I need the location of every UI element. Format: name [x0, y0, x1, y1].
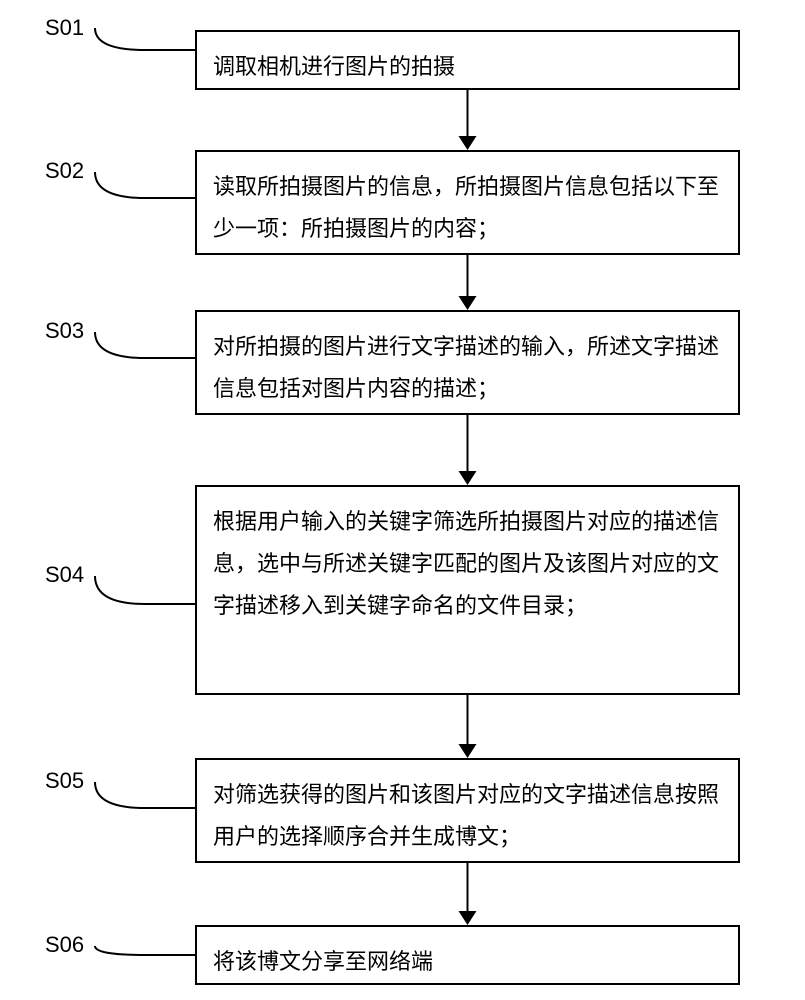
- leader-line: [95, 946, 195, 955]
- step-label-s01: S01: [45, 15, 84, 41]
- step-box-s05: 对筛选获得的图片和该图片对应的文字描述信息按照用户的选择顺序合并生成博文；: [195, 758, 740, 863]
- step-label-s02: S02: [45, 158, 84, 184]
- step-label-s04: S04: [45, 562, 84, 588]
- step-text: 对筛选获得的图片和该图片对应的文字描述信息按照用户的选择顺序合并生成博文；: [213, 782, 719, 849]
- step-label-s06: S06: [45, 932, 84, 958]
- step-text: 调取相机进行图片的拍摄: [213, 54, 455, 79]
- step-label-s03: S03: [45, 318, 84, 344]
- step-text: 根据用户输入的关键字筛选所拍摄图片对应的描述信息，选中与所述关键字匹配的图片及该…: [213, 509, 719, 618]
- step-label-s05: S05: [45, 768, 84, 794]
- arrow-head-icon: [459, 911, 477, 925]
- leader-line: [95, 172, 195, 198]
- step-box-s01: 调取相机进行图片的拍摄: [195, 30, 740, 90]
- leader-line: [95, 28, 195, 50]
- step-box-s03: 对所拍摄的图片进行文字描述的输入，所述文字描述信息包括对图片内容的描述；: [195, 310, 740, 415]
- arrow-head-icon: [459, 744, 477, 758]
- step-box-s04: 根据用户输入的关键字筛选所拍摄图片对应的描述信息，选中与所述关键字匹配的图片及该…: [195, 485, 740, 695]
- step-text: 读取所拍摄图片的信息，所拍摄图片信息包括以下至少一项：所拍摄图片的内容；: [213, 174, 719, 241]
- arrow-head-icon: [459, 471, 477, 485]
- leader-line: [95, 332, 195, 358]
- step-text: 将该博文分享至网络端: [213, 949, 433, 974]
- step-box-s06: 将该博文分享至网络端: [195, 925, 740, 985]
- arrow-head-icon: [459, 136, 477, 150]
- step-box-s02: 读取所拍摄图片的信息，所拍摄图片信息包括以下至少一项：所拍摄图片的内容；: [195, 150, 740, 255]
- step-text: 对所拍摄的图片进行文字描述的输入，所述文字描述信息包括对图片内容的描述；: [213, 334, 719, 401]
- flowchart-canvas: 调取相机进行图片的拍摄 S01 读取所拍摄图片的信息，所拍摄图片信息包括以下至少一项…: [0, 0, 805, 1000]
- leader-line: [95, 782, 195, 808]
- leader-line: [95, 576, 195, 604]
- arrow-head-icon: [459, 296, 477, 310]
